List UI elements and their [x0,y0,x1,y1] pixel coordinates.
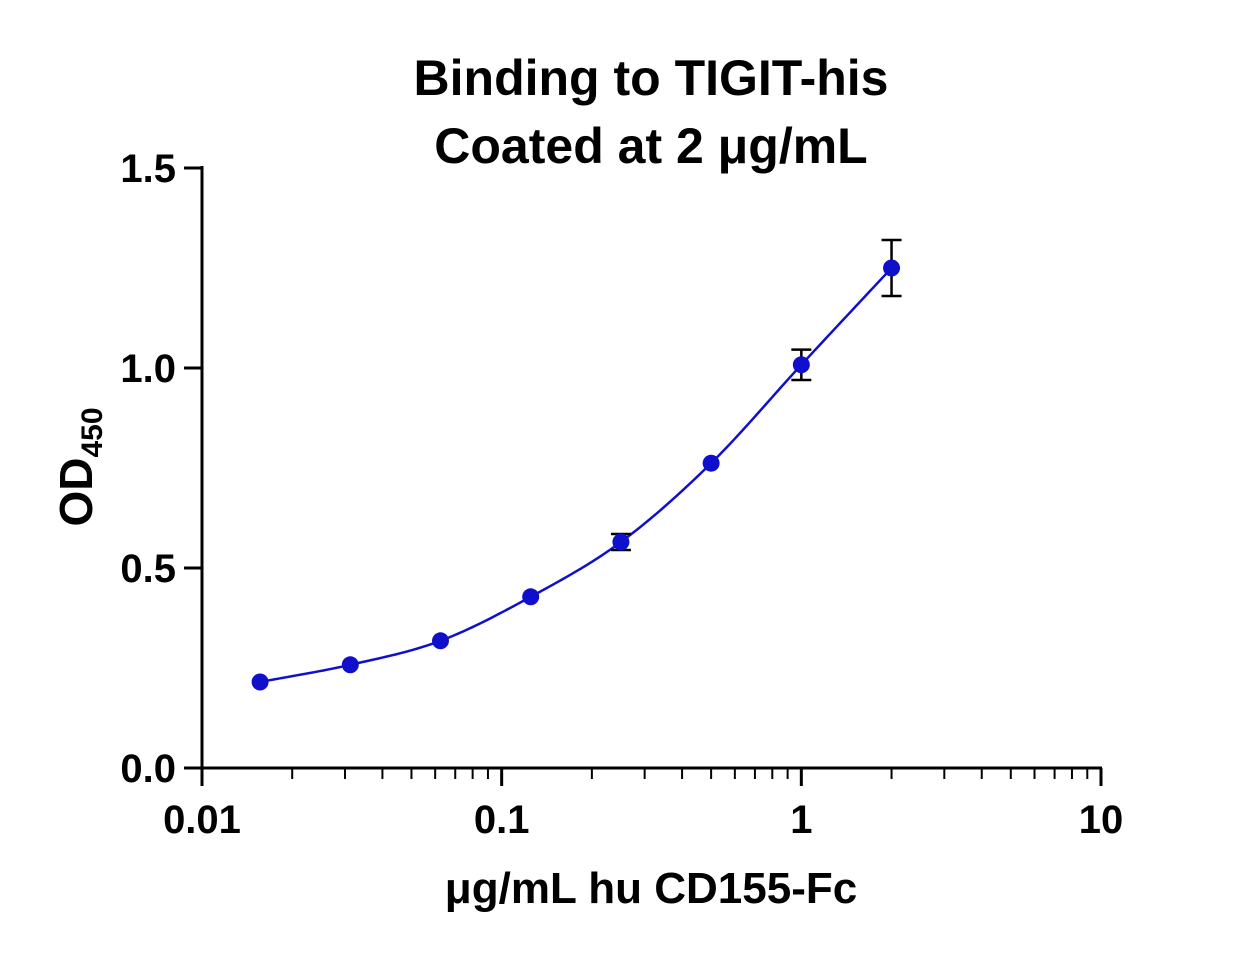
y-tick-label-2: 1.0 [120,347,176,391]
data-point-2 [431,632,449,650]
data-point-0 [251,673,269,691]
y-tick-label-3: 1.5 [120,147,176,191]
y-axis-label: OD450 [50,407,109,526]
svg-text:OD450: OD450 [50,407,109,526]
x-tick-label-3: 10 [1079,798,1124,842]
x-axis-ticks: 0.01 0.1 1 10 [163,768,1123,842]
x-axis-label: μg/mL hu CD155-Fc [445,864,857,913]
fit-curve-0 [259,267,893,684]
data-point-6 [792,356,810,374]
data-point-7 [883,259,901,277]
x-tick-label-0: 0.01 [163,798,241,842]
data-point-5 [702,454,720,472]
data-point-1 [341,656,359,674]
y-axis-ticks: 0.0 0.5 1.0 1.5 [120,147,202,791]
y-axis-label-main: OD [50,458,102,527]
y-tick-label-1: 0.5 [120,547,176,591]
x-axis: 0.01 0.1 1 10 [163,766,1123,842]
y-axis-label-subscript: 450 [76,407,109,457]
chart-title-line2: Coated at 2 μg/mL [434,118,867,174]
x-tick-label-1: 0.1 [474,798,530,842]
y-tick-label-0: 0.0 [120,747,176,791]
chart-title-line1: Binding to TIGIT-his [414,50,889,106]
data-point-3 [522,588,540,606]
plot-area [251,238,902,691]
data-point-4 [612,533,630,551]
x-tick-label-2: 1 [790,798,812,842]
y-axis: 0.0 0.5 1.0 1.5 [120,147,204,791]
